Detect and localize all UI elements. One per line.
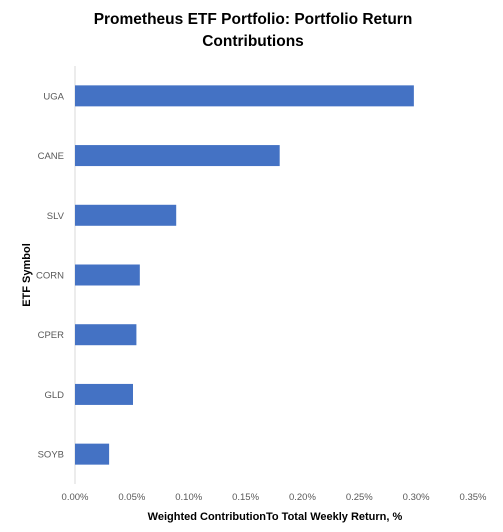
y-tick-label-cane: CANE	[38, 151, 64, 162]
x-tick-label: 0.15%	[232, 492, 259, 503]
y-tick-label-corn: CORN	[36, 271, 64, 282]
y-tick-labels: UGA CANE SLV CORN CPER GLD SOYB	[36, 91, 65, 460]
x-axis-label: Weighted ContributionTo Total Weekly Ret…	[148, 511, 403, 523]
y-axis-label: ETF Symbol	[21, 243, 33, 307]
x-tick-label: 0.05%	[118, 492, 145, 503]
bar-soyb	[75, 443, 110, 465]
bar-corn	[75, 264, 140, 286]
bars-group	[75, 85, 414, 465]
bar-uga	[75, 85, 414, 107]
y-tick-label-uga: UGA	[43, 91, 64, 102]
chart-title-line-1: Prometheus ETF Portfolio: Portfolio Retu…	[94, 11, 413, 28]
bar-cper	[75, 324, 137, 346]
x-tick-labels: 0.00% 0.05% 0.10% 0.15% 0.20% 0.25% 0.30% 0.35%	[62, 492, 487, 503]
x-tick-label: 0.35%	[460, 492, 487, 503]
y-tick-label-gld: GLD	[44, 390, 64, 401]
bar-gld	[75, 383, 133, 405]
x-tick-label: 0.10%	[175, 492, 202, 503]
bar-cane	[75, 145, 280, 167]
chart-title-line-2: Contributions	[202, 33, 304, 50]
x-tick-label: 0.20%	[289, 492, 316, 503]
x-tick-label: 0.00%	[62, 492, 89, 503]
y-tick-label-slv: SLV	[47, 211, 65, 222]
x-tick-label: 0.25%	[346, 492, 373, 503]
x-tick-label: 0.30%	[403, 492, 430, 503]
y-tick-label-soyb: SOYB	[38, 450, 64, 461]
bar-slv	[75, 204, 177, 226]
y-tick-label-cper: CPER	[38, 330, 65, 341]
